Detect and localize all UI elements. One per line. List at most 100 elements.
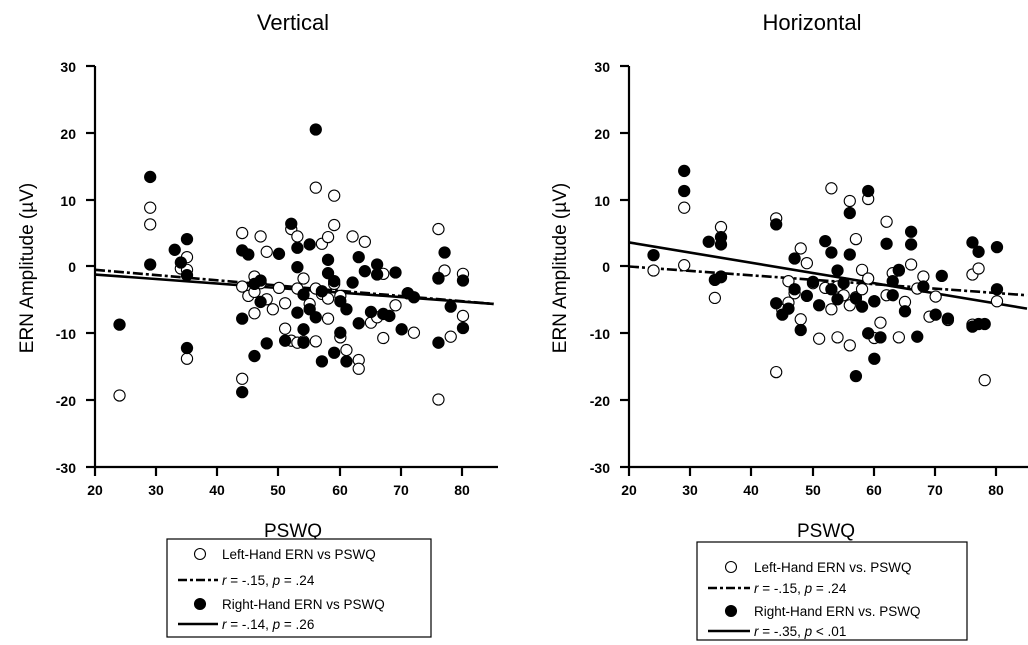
data-point-filled <box>941 312 955 325</box>
x-axis-label: PSWQ <box>264 521 322 542</box>
data-point-filled <box>904 225 918 238</box>
data-point-filled <box>352 317 365 330</box>
x-tick-label: 60 <box>866 482 882 498</box>
data-point-open <box>794 313 807 326</box>
legend-stat-text: r = -.14, p = .26 <box>222 617 314 632</box>
x-tick-label: 70 <box>393 482 409 498</box>
data-point-filled <box>819 234 832 248</box>
data-point-open <box>236 280 249 293</box>
data-point-open <box>647 264 660 277</box>
y-tick-label: 20 <box>594 126 610 142</box>
data-point-open <box>358 235 372 248</box>
data-point-open <box>180 352 194 365</box>
chart-title: Vertical <box>257 10 329 35</box>
data-point-filled <box>990 240 1004 254</box>
data-point-filled <box>297 288 310 301</box>
data-point-filled <box>340 303 353 316</box>
data-point-open <box>843 194 856 208</box>
data-point-open <box>236 372 249 385</box>
x-axis-label: PSWQ <box>797 521 855 542</box>
y-tick-label: -20 <box>56 393 76 409</box>
data-point-filled <box>837 277 850 290</box>
data-point-open <box>874 316 887 329</box>
legend: Left-Hand ERN vs. PSWQ r = -.15, p = .24… <box>696 541 968 641</box>
data-point-open <box>892 331 906 344</box>
data-point-open <box>377 331 390 345</box>
data-point-filled <box>236 312 249 325</box>
y-tick-label: -10 <box>590 326 610 342</box>
data-point-filled <box>309 123 322 136</box>
data-point-open <box>770 365 783 379</box>
data-point-filled <box>334 326 347 339</box>
plot-area <box>628 164 1028 387</box>
data-point-filled <box>788 252 801 265</box>
data-point-filled <box>849 369 863 383</box>
legend-open-circle-marker <box>724 560 738 574</box>
data-point-filled <box>438 246 451 259</box>
data-point-open <box>855 283 869 296</box>
data-point-filled <box>180 232 194 246</box>
data-point-filled <box>309 311 322 324</box>
data-point-filled <box>892 263 906 276</box>
data-point-filled <box>862 184 875 198</box>
data-point-filled <box>432 336 445 349</box>
legend-filled-circle-marker <box>724 604 738 618</box>
data-point-open <box>278 297 292 310</box>
data-point-open <box>113 389 126 402</box>
data-point-filled <box>144 170 157 184</box>
data-point-filled <box>291 261 304 274</box>
data-point-filled <box>770 218 783 231</box>
data-point-filled <box>456 274 470 287</box>
data-point-filled <box>407 291 421 304</box>
y-tick-label: -20 <box>590 393 610 409</box>
data-point-open <box>321 230 335 244</box>
data-point-filled <box>254 274 267 287</box>
data-point-filled <box>248 349 261 363</box>
data-point-open <box>389 299 402 312</box>
data-point-open <box>812 332 826 345</box>
data-point-filled <box>843 206 856 220</box>
data-point-open <box>291 230 304 243</box>
y-tick-label: 30 <box>594 59 610 75</box>
data-point-open <box>825 303 838 316</box>
data-point-filled <box>770 297 783 310</box>
data-point-open <box>972 262 985 275</box>
data-point-open <box>929 290 942 303</box>
x-tick-label: 30 <box>148 482 164 498</box>
x-tick-label: 70 <box>927 482 943 498</box>
data-point-filled <box>260 337 273 350</box>
data-point-open <box>272 281 286 295</box>
y-tick-label: 0 <box>602 259 610 275</box>
legend-open-circle-marker <box>193 547 207 561</box>
data-point-filled <box>843 248 856 261</box>
data-point-filled <box>800 289 814 303</box>
data-point-open <box>309 181 322 194</box>
legend-box <box>696 541 968 641</box>
data-point-filled <box>254 295 267 309</box>
data-point-open <box>708 291 722 305</box>
data-point-open <box>321 312 335 325</box>
data-point-filled <box>831 264 844 277</box>
data-point-filled <box>303 238 316 251</box>
data-point-filled <box>831 293 844 306</box>
legend-stat-text: r = -.15, p = .24 <box>222 573 315 588</box>
data-point-filled <box>303 303 316 316</box>
y-tick-label: -30 <box>56 460 76 476</box>
data-point-filled <box>297 323 310 336</box>
data-point-filled <box>825 246 838 259</box>
legend-label: Left-Hand ERN vs PSWQ <box>222 547 376 562</box>
fit-line-dashed <box>94 268 494 306</box>
data-point-open <box>794 242 807 255</box>
data-point-open <box>328 189 341 202</box>
data-point-filled <box>678 164 691 178</box>
data-point-open <box>432 222 445 236</box>
y-tick-label: 10 <box>60 193 76 209</box>
panel-vertical: Vertical ERN Amplitude (µV) PSWQ 30 20 1… <box>17 10 498 638</box>
x-tick-label: 80 <box>988 482 1004 498</box>
data-point-filled <box>886 289 899 302</box>
data-point-filled <box>702 235 715 248</box>
data-point-filled <box>278 334 292 347</box>
data-point-open <box>432 393 445 406</box>
data-point-open <box>843 339 856 352</box>
data-point-filled <box>352 250 365 264</box>
